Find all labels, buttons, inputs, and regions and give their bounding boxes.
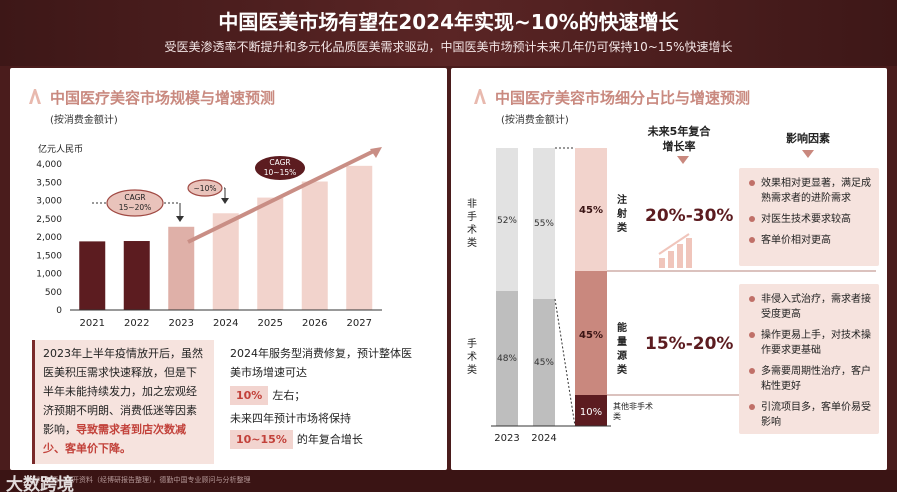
bar-2022 bbox=[123, 241, 150, 310]
injection-factor-1: 效果相对更显著，满足成熟需求者的进阶需求 bbox=[745, 176, 873, 206]
injection-cagr: 20%-30% bbox=[645, 206, 734, 226]
watermark: 大数跨境 bbox=[6, 475, 74, 492]
segment-other: 其他非手术类 bbox=[613, 402, 653, 421]
bar-2021 bbox=[79, 241, 106, 310]
col-header-cagr: 未来5年复合增长率 bbox=[647, 125, 711, 153]
breakdown-other bbox=[575, 395, 607, 426]
section-a-icon-2 bbox=[474, 89, 486, 104]
cagr-1-value: 15~20% bbox=[119, 203, 152, 212]
y-tick-label: 2,500 bbox=[36, 215, 62, 225]
bar-2023-nonsurgical bbox=[496, 148, 518, 291]
x-label-2024: 2024 bbox=[213, 318, 238, 328]
y-tick-label: 3,500 bbox=[36, 178, 62, 188]
bar-2023-surgical bbox=[496, 291, 518, 426]
y-tick-label: 1,500 bbox=[36, 251, 62, 261]
cagr-badge-1 bbox=[106, 189, 164, 217]
page-subtitle: 受医美渗透率不断提升和多元化品质医美需求驱动，中国医美市场预计未来几年仍可保持1… bbox=[164, 40, 733, 54]
y-tick-label: 0 bbox=[56, 306, 62, 316]
right-panel-title: 中国医疗美容市场细分占比与增速预测 bbox=[495, 89, 751, 107]
left-panel: 中国医疗美容市场规模与增速预测 (按消费金额计) 亿元人民币 0 500 1,000… bbox=[10, 68, 447, 470]
energy-share: 45% bbox=[579, 330, 603, 341]
section-a-icon bbox=[29, 89, 41, 104]
growth-arrowhead bbox=[370, 147, 382, 158]
growth-arrow bbox=[187, 148, 377, 244]
insight-demand-highlight: 导致需求者到店次数减少、客单价下降。 bbox=[43, 423, 186, 455]
left-panel-note: (按消费金额计) bbox=[50, 115, 118, 126]
bar-2024-nonsurgical bbox=[533, 148, 555, 299]
bar-2027 bbox=[346, 165, 373, 310]
x-label-2024: 2024 bbox=[531, 433, 556, 444]
forecast-after-1: 左右； bbox=[272, 389, 306, 402]
page-title: 中国医美市场有望在2024年实现~10%的快速增长 bbox=[218, 10, 679, 34]
forecast-range: 10~15% bbox=[230, 430, 293, 449]
cagr-3-label: CAGR bbox=[269, 158, 290, 167]
footer bbox=[0, 470, 897, 492]
forecast-after-2: 的年复合增长 bbox=[296, 433, 363, 446]
injection-factors-box: 效果相对更显著，满足成熟需求者的进阶需求 对医生技术要求较高 客单价相对更高 bbox=[739, 168, 879, 266]
header-banner bbox=[0, 0, 897, 66]
forecast-line-1: 2024年服务型消费修复，预计整体医美市场增速可达 bbox=[230, 347, 412, 379]
bar-2023-surg-label: 48% bbox=[497, 354, 517, 364]
cagr-1-label: CAGR bbox=[124, 193, 145, 202]
right-panel-note: (按消费金额计) bbox=[501, 115, 569, 126]
insight-box-forecast: 2024年服务型消费修复，预计整体医美市场增速可达 10% 左右； 未来四年预计市… bbox=[220, 340, 425, 464]
insight-demand-text: 2023年上半年疫情放开后，虽然医美积压需求快速释放，但是下半年未能持续发力，加… bbox=[43, 347, 203, 436]
cagr-2-value: ~10% bbox=[194, 184, 217, 193]
energy-factor-1: 非侵入式治疗，需求者接受度更高 bbox=[745, 292, 873, 322]
x-label-2021: 2021 bbox=[80, 318, 105, 328]
energy-factor-4: 引流项目多，客单价易受影响 bbox=[745, 400, 873, 430]
bar-2023-nonsurg-label: 52% bbox=[497, 216, 517, 226]
footer-source: 资料来源：公开资料（经博研报告整理），德勤中国专业顾问与分析整理 bbox=[30, 476, 251, 484]
col-factors-arrow-icon bbox=[802, 150, 814, 158]
right-panel: 中国医疗美容市场细分占比与增速预测 (按消费金额计) 52% 48% 55% 4… bbox=[451, 68, 887, 470]
injection-share: 45% bbox=[579, 205, 603, 216]
col-cagr-arrow-icon bbox=[677, 156, 689, 164]
bar-2024-nonsurg-label: 55% bbox=[534, 219, 554, 229]
energy-factors-box: 非侵入式治疗，需求者接受度更高 操作更易上手，对技术操作要求更基础 多需要周期性… bbox=[739, 284, 879, 434]
x-label-2023: 2023 bbox=[169, 318, 194, 328]
energy-factor-3: 多需要周期性治疗，客户粘性更好 bbox=[745, 364, 873, 394]
segment-injection: 注射类 bbox=[617, 195, 627, 234]
energy-factor-2: 操作更易上手，对技术操作要求更基础 bbox=[745, 328, 873, 358]
y-axis-unit: 亿元人民币 bbox=[38, 143, 83, 155]
y-tick-label: 3,000 bbox=[36, 197, 62, 207]
category-surgical: 手术类 bbox=[467, 339, 477, 376]
y-tick-label: 1,000 bbox=[36, 270, 62, 280]
injection-factor-3: 客单价相对更高 bbox=[745, 233, 873, 248]
cagr-badge-3 bbox=[255, 156, 305, 180]
bar-2026 bbox=[301, 181, 328, 310]
market-size-chart: 亿元人民币 0 500 1,000 1,500 2,000 2,500 3,000 3,500… bbox=[36, 143, 382, 328]
x-label-2026: 2026 bbox=[302, 318, 327, 328]
injection-factor-2: 对医生技术要求较高 bbox=[745, 212, 873, 227]
breakdown-energy bbox=[575, 271, 607, 395]
y-tick-label: 2,000 bbox=[36, 233, 62, 243]
y-tick-label: 4,000 bbox=[36, 160, 62, 170]
energy-cagr: 15%-20% bbox=[645, 334, 734, 354]
other-share: 10% bbox=[580, 407, 602, 418]
cagr-badge-2 bbox=[187, 179, 223, 197]
bar-2024-surgical bbox=[533, 299, 555, 426]
forecast-line-2: 未来四年预计市场将保持 bbox=[230, 412, 351, 425]
bar-2025 bbox=[257, 197, 284, 310]
segment-share-chart: 52% 48% 55% 45% 45% 45% 10% 2023 2024 bbox=[491, 147, 876, 444]
category-nonsurgical: 非手术类 bbox=[467, 199, 477, 249]
breakdown-injection bbox=[575, 148, 607, 271]
segment-energy: 能量源类 bbox=[617, 323, 627, 376]
x-label-2022: 2022 bbox=[124, 318, 149, 328]
x-label-2023: 2023 bbox=[494, 433, 519, 444]
cagr-3-value: 10~15% bbox=[264, 168, 297, 177]
col-header-factors: 影响因素 bbox=[786, 132, 830, 145]
insight-box-demand: 2023年上半年疫情放开后，虽然医美积压需求快速释放，但是下半年未能持续发力，加… bbox=[32, 340, 214, 464]
left-panel-title: 中国医疗美容市场规模与增速预测 bbox=[50, 89, 276, 107]
x-label-2027: 2027 bbox=[347, 318, 372, 328]
x-label-2025: 2025 bbox=[258, 318, 283, 328]
bar-2024-surg-label: 45% bbox=[534, 358, 554, 368]
y-tick-label: 500 bbox=[45, 288, 62, 298]
forecast-10pct: 10% bbox=[230, 386, 269, 405]
